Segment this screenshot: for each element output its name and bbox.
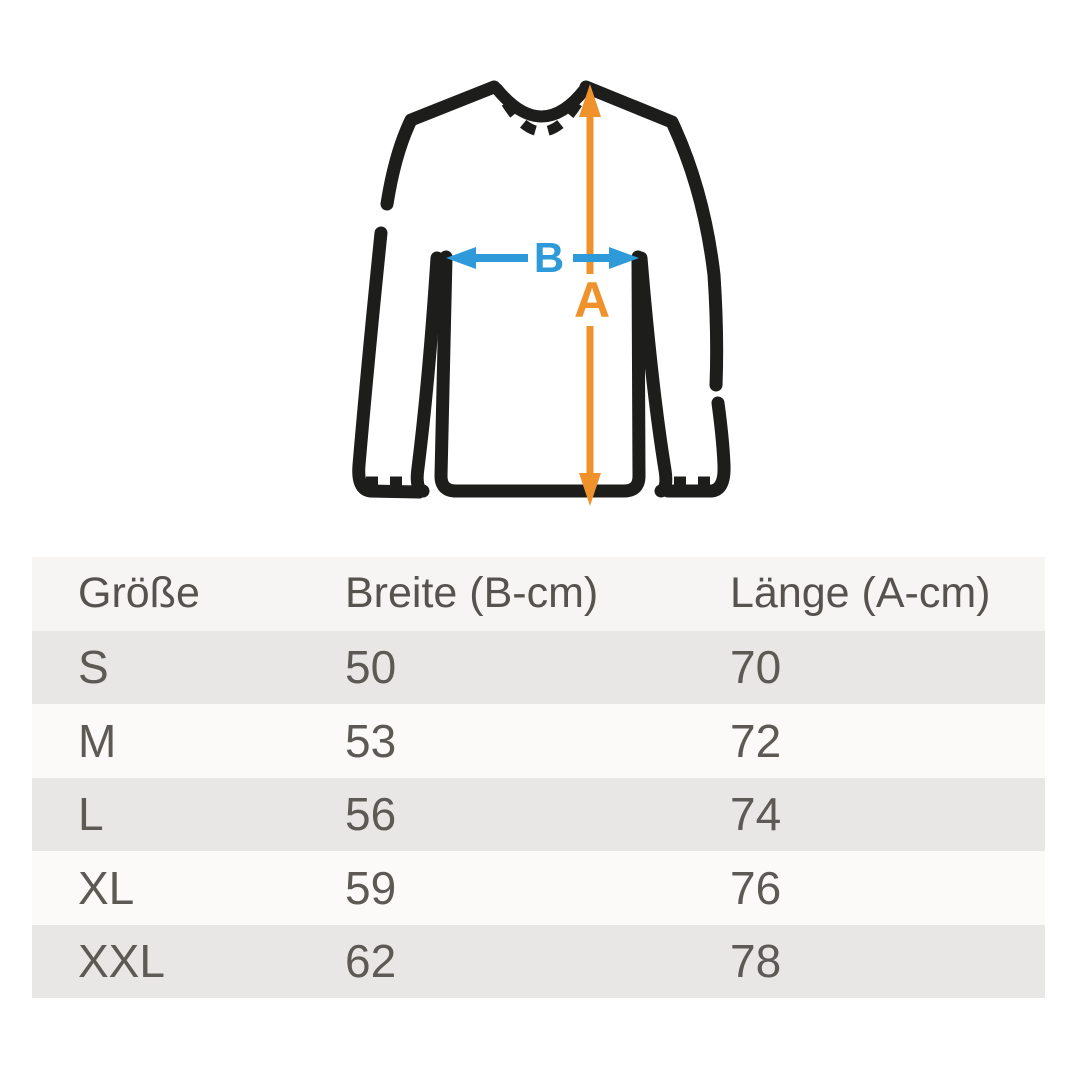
width-arrowhead-right xyxy=(609,247,639,269)
length-arrow xyxy=(579,84,601,506)
left-shoulder-line xyxy=(380,80,501,211)
width-arrowhead-left xyxy=(446,247,476,269)
length-cell: 70 xyxy=(730,641,782,694)
length-arrowhead-top xyxy=(579,84,601,117)
header-length: Länge (A-cm) xyxy=(730,569,991,618)
width-cell: 56 xyxy=(345,788,397,841)
left-sleeve-lower-line xyxy=(352,226,426,499)
size-table: Größe Breite (B-cm) Länge (A-cm) S 50 70… xyxy=(32,557,1045,998)
width-arrow xyxy=(446,247,639,269)
right-sleeve-lower-line xyxy=(661,396,731,498)
table-row: S 50 70 xyxy=(32,630,1045,704)
table-row: L 56 74 xyxy=(32,777,1045,851)
measurement-diagram: B A xyxy=(352,80,731,506)
size-cell: XL xyxy=(78,861,135,914)
length-cell: 76 xyxy=(730,861,782,914)
size-cell: XXL xyxy=(78,935,165,988)
size-cell: M xyxy=(78,714,117,767)
length-cell: 74 xyxy=(730,788,782,841)
length-arrowhead-bottom xyxy=(579,473,601,506)
header-width: Breite (B-cm) xyxy=(345,569,599,618)
collar-arc xyxy=(491,83,591,123)
table-header-row: Größe Breite (B-cm) Länge (A-cm) xyxy=(32,557,1045,631)
width-cell: 62 xyxy=(345,935,397,988)
table-row: XL 59 76 xyxy=(32,851,1045,925)
long-sleeve-shirt-icon xyxy=(352,80,731,499)
right-sleeve-inner-line xyxy=(634,251,673,498)
length-label: A xyxy=(574,272,610,328)
size-cell: L xyxy=(78,788,104,841)
length-cell: 78 xyxy=(730,935,782,988)
length-cell: 72 xyxy=(730,714,782,767)
body-outline xyxy=(434,250,646,498)
width-label: B xyxy=(534,234,564,281)
table-row: XXL 62 78 xyxy=(32,924,1045,998)
left-sleeve-inner-line xyxy=(410,251,444,498)
width-cell: 59 xyxy=(345,861,397,914)
width-cell: 53 xyxy=(345,714,397,767)
width-cell: 50 xyxy=(345,641,397,694)
header-size: Größe xyxy=(78,569,200,618)
collar-stitch-dashed-line xyxy=(501,100,583,137)
size-cell: S xyxy=(78,641,109,694)
table-row: M 53 72 xyxy=(32,704,1045,778)
right-shoulder-line xyxy=(579,80,724,392)
